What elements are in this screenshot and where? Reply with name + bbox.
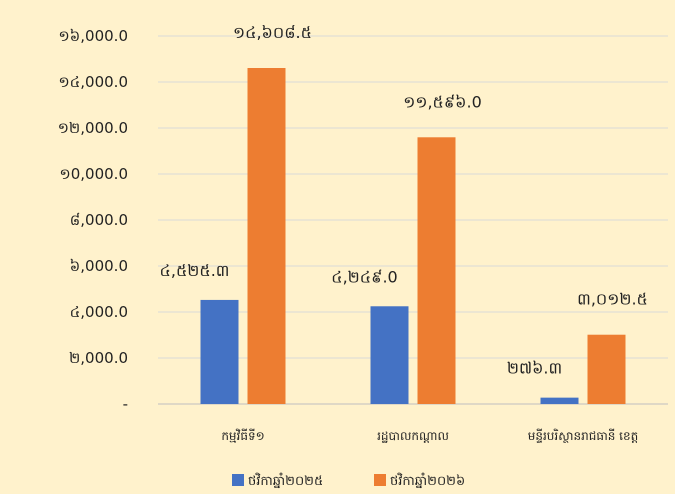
bar	[587, 334, 626, 404]
y-tick-label: ២,000.0	[69, 349, 128, 367]
legend-label: ថវិកាឆ្នាំ២០២៦	[390, 472, 465, 489]
legend-swatch	[374, 474, 386, 486]
x-axis-categories: កម្មវិធីទី១ រដ្ឋបាលកណ្ដាល មន្ទីរបរិស្ថានរា…	[221, 428, 638, 443]
data-label: ២៧៦.៣	[507, 359, 562, 378]
y-tick-label: ៨,000.0	[70, 211, 128, 229]
data-label: ៤,៥២៥.៣	[160, 261, 230, 280]
bar	[200, 299, 239, 404]
bar	[417, 137, 456, 405]
y-tick-label: ១0,000.0	[59, 165, 128, 183]
legend: ថវិកាឆ្នាំ២០២៥ ថវិកាឆ្នាំ២០២៦	[232, 472, 465, 489]
y-tick-label: ៦,000.0	[70, 257, 128, 275]
bar	[370, 306, 409, 404]
category-label: កម្មវិធីទី១	[221, 428, 264, 443]
data-label: ៣,០១២.៥	[577, 290, 648, 309]
data-label: ១១,៥៩៦.0	[403, 92, 482, 111]
category-label: រដ្ឋបាលកណ្ដាល	[377, 429, 449, 443]
y-tick-label: ៤,000.0	[70, 303, 128, 321]
category-label: មន្ទីរបរិស្ថានរាជធានី ខេត្ត	[528, 428, 638, 443]
y-tick-label: -	[123, 395, 128, 413]
y-tick-label: ១២,000.0	[58, 119, 128, 137]
data-label: ៤,២៤៩.0	[331, 267, 397, 286]
y-axis-ticks: - ២,000.0 ៤,000.0 ៦,000.0 ៨,000.0 ១0,000.0 ១២,…	[58, 27, 128, 413]
bar	[540, 397, 579, 404]
gridlines	[158, 35, 668, 405]
bar	[247, 68, 286, 404]
legend-swatch	[232, 474, 244, 486]
y-tick-label: ១៦,000.0	[58, 27, 128, 45]
data-labels: ៤,៥២៥.៣ ១៤,៦០៨.៥៤,២៤៩.0 ១១,៥៩៦.0 ២៧៦.៣ ៣,០១២…	[160, 23, 648, 378]
bars	[200, 68, 626, 405]
y-tick-label: ១៤,000.0	[58, 73, 128, 91]
legend-label: ថវិកាឆ្នាំ២០២៥	[248, 472, 323, 489]
data-label: ១៤,៦០៨.៥	[233, 23, 312, 42]
